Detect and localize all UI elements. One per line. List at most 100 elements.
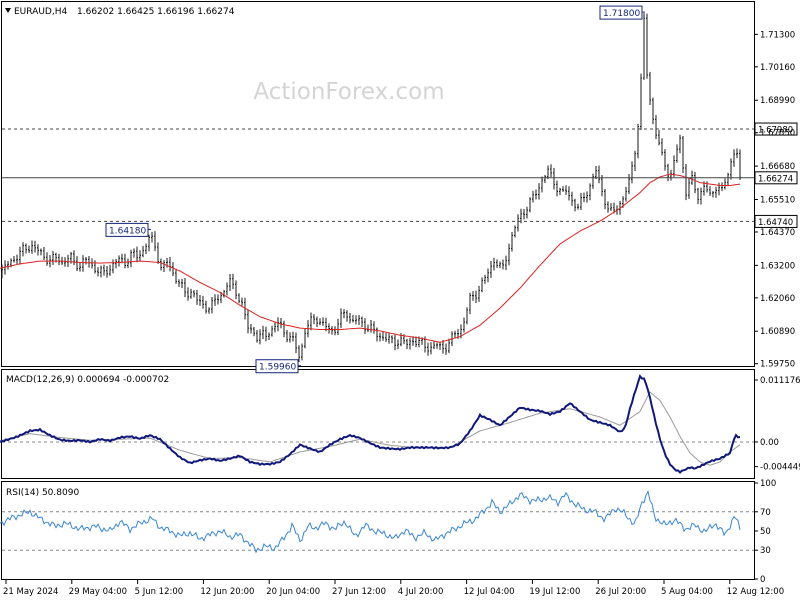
price-bar bbox=[298, 345, 300, 362]
dropdown-triangle-icon[interactable] bbox=[5, 8, 11, 13]
price-bar bbox=[355, 315, 357, 325]
price-bar bbox=[385, 332, 387, 342]
price-bar bbox=[268, 332, 270, 340]
rsi-tick-label: 50 bbox=[760, 527, 771, 537]
price-bar bbox=[541, 176, 543, 193]
rsi-tick-label: 0 bbox=[760, 575, 765, 585]
price-bar bbox=[22, 242, 24, 257]
price-bar bbox=[241, 297, 243, 306]
time-tick-label: 12 Jun 20:00 bbox=[200, 587, 254, 597]
price-bar bbox=[82, 255, 84, 272]
price-bar bbox=[85, 256, 87, 265]
price-bar bbox=[493, 257, 495, 271]
price-bar bbox=[472, 291, 474, 301]
price-bar bbox=[13, 256, 15, 263]
price-bar bbox=[694, 171, 696, 194]
price-bar bbox=[196, 289, 198, 305]
price-bar bbox=[16, 254, 18, 265]
macd-title: MACD(12,26,9) 0.000694 -0.000702 bbox=[6, 375, 169, 385]
price-bar bbox=[634, 150, 636, 171]
price-tick-label: 1.66680 bbox=[760, 162, 795, 172]
rsi-plot bbox=[0, 489, 754, 554]
price-bar bbox=[502, 259, 504, 270]
price-bar bbox=[640, 73, 642, 131]
price-bar bbox=[523, 208, 525, 220]
price-bar bbox=[724, 178, 726, 190]
price-bar bbox=[604, 188, 606, 210]
price-bar bbox=[283, 320, 285, 338]
price-bar bbox=[661, 138, 663, 156]
macd-plot bbox=[0, 374, 754, 474]
price-bar bbox=[598, 165, 600, 184]
price-bar bbox=[565, 185, 567, 195]
price-bar bbox=[202, 295, 204, 309]
extreme-value-label: 1.59960 bbox=[259, 363, 296, 373]
price-bar bbox=[304, 328, 306, 349]
price-bar bbox=[211, 296, 213, 314]
extreme-value-label: 1.71800 bbox=[603, 9, 640, 19]
price-level-label-box bbox=[754, 214, 798, 228]
price-bar bbox=[124, 253, 126, 269]
price-tick-label: 1.60890 bbox=[760, 327, 795, 337]
price-bar bbox=[649, 71, 651, 105]
price-bar bbox=[613, 202, 615, 214]
price-bar bbox=[409, 337, 411, 350]
price-bar bbox=[133, 248, 135, 258]
price-bar bbox=[145, 243, 147, 255]
price-bar bbox=[208, 307, 210, 314]
time-tick-label: 29 May 04:00 bbox=[69, 587, 127, 597]
price-bar bbox=[238, 293, 240, 304]
price-bar bbox=[136, 246, 138, 263]
axes: 1.67980 1.66274 1.64740 1.71300 1.70160 1.689… bbox=[3, 30, 800, 597]
price-bar bbox=[346, 310, 348, 322]
price-bar bbox=[163, 260, 165, 273]
extreme-value-label: 1.64180 bbox=[109, 226, 146, 236]
price-bar bbox=[439, 341, 441, 350]
price-bar bbox=[685, 164, 687, 201]
price-bar bbox=[343, 309, 345, 319]
price-bar bbox=[112, 259, 114, 274]
price-bar bbox=[121, 253, 123, 264]
price-bar bbox=[334, 326, 336, 336]
macd-panel-frame bbox=[1, 369, 755, 479]
price-bar bbox=[526, 206, 528, 219]
price-bar bbox=[325, 317, 327, 332]
price-bar bbox=[514, 225, 516, 238]
price-bar bbox=[250, 324, 252, 334]
price-bar bbox=[469, 292, 471, 315]
price-bar bbox=[445, 343, 447, 355]
price-bar bbox=[394, 334, 396, 351]
price-bar bbox=[271, 325, 273, 337]
price-bar bbox=[430, 342, 432, 355]
price-bar bbox=[235, 280, 237, 300]
rsi-line bbox=[0, 489, 741, 554]
rsi-panel-frame bbox=[1, 481, 755, 580]
price-bar bbox=[274, 321, 276, 333]
price-bar bbox=[253, 326, 255, 337]
price-bar bbox=[631, 161, 633, 184]
price-bar bbox=[7, 260, 9, 270]
price-bar bbox=[286, 330, 288, 343]
price-bar bbox=[184, 277, 186, 298]
price-bar bbox=[340, 308, 342, 329]
price-bar bbox=[109, 264, 111, 276]
price-bar bbox=[37, 244, 39, 256]
price-bar bbox=[337, 318, 339, 336]
price-bar bbox=[328, 323, 330, 334]
price-bar bbox=[181, 278, 183, 289]
price-bar bbox=[364, 318, 366, 334]
price-bar bbox=[682, 136, 684, 174]
price-bar bbox=[700, 187, 702, 205]
price-bar bbox=[589, 183, 591, 201]
price-bar bbox=[511, 232, 513, 252]
price-bar bbox=[736, 148, 738, 159]
price-bar bbox=[100, 265, 102, 278]
price-bar bbox=[592, 173, 594, 189]
price-bar bbox=[595, 165, 597, 180]
price-bar bbox=[544, 174, 546, 184]
price-bar bbox=[397, 339, 399, 350]
price-bar bbox=[571, 191, 573, 206]
price-bar bbox=[688, 177, 690, 199]
price-bar bbox=[277, 317, 279, 332]
